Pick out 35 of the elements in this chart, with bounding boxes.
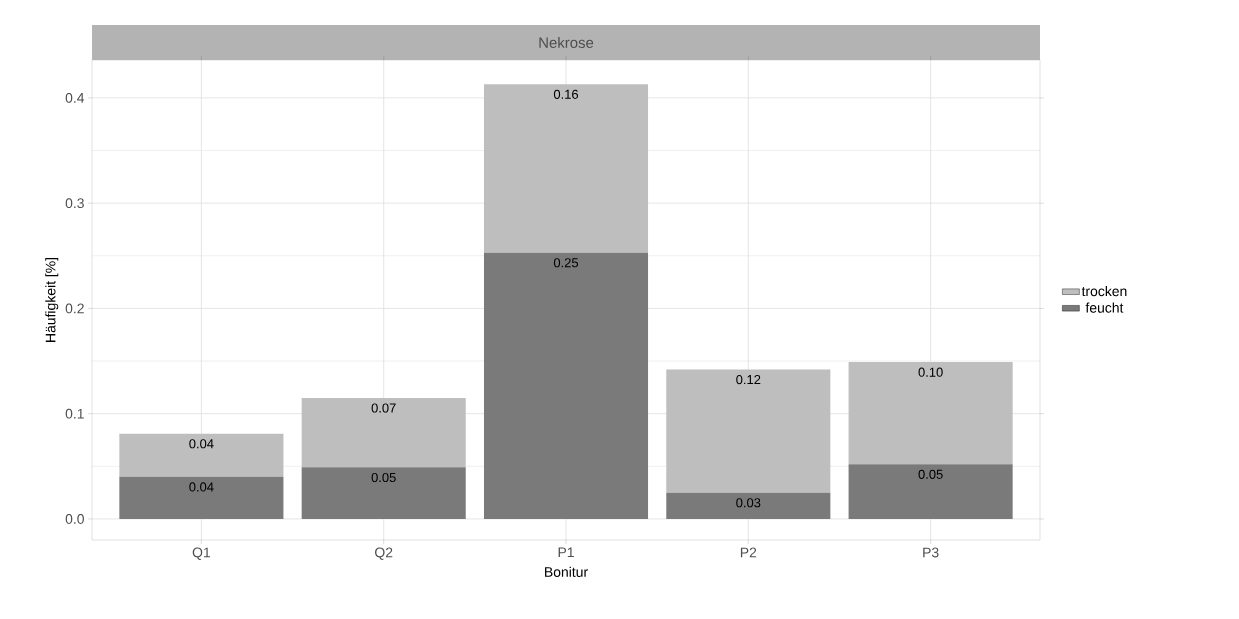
data-label: 0.10: [918, 367, 943, 377]
data-label: 0.16: [553, 89, 579, 99]
data-label: 0.25: [553, 258, 579, 268]
y-tick-label: 0.3: [65, 198, 84, 209]
x-tick-label: P1: [558, 547, 574, 558]
y-tick-label: 0.4: [65, 92, 85, 103]
chart-title: Nekrose: [539, 37, 594, 48]
x-tick-label: P2: [740, 547, 757, 558]
bar: [301, 467, 466, 519]
x-axis-title: Bonitur: [545, 566, 588, 577]
bar: [848, 362, 1013, 465]
bar: [301, 397, 466, 468]
data-label: 0.05: [918, 469, 943, 479]
x-tick-label: P3: [923, 547, 939, 558]
data-label: 0.07: [371, 403, 396, 413]
y-axis-title: Häufigkeit [%]: [45, 257, 59, 342]
x-tick-label: Q2: [375, 547, 393, 560]
bar: [119, 476, 284, 519]
bar: [666, 492, 831, 519]
legend-label: feucht: [1085, 302, 1124, 313]
legend-label: trocken: [1081, 285, 1127, 297]
data-label: 0.03: [736, 498, 761, 508]
bar: [119, 433, 284, 477]
bar: [848, 464, 1013, 519]
data-label: 0.04: [189, 439, 214, 449]
y-tick-label: 0.0: [65, 514, 84, 524]
y-tick-label: 0.2: [65, 303, 84, 314]
y-tick-label: 0.1: [65, 408, 84, 419]
data-label: 0.12: [736, 374, 761, 385]
data-label: 0.05: [371, 472, 396, 483]
x-tick-label: Q1: [192, 547, 211, 560]
bar: [483, 252, 649, 519]
data-label: 0.04: [189, 482, 214, 492]
bar: [483, 84, 649, 253]
bar: [666, 369, 831, 493]
